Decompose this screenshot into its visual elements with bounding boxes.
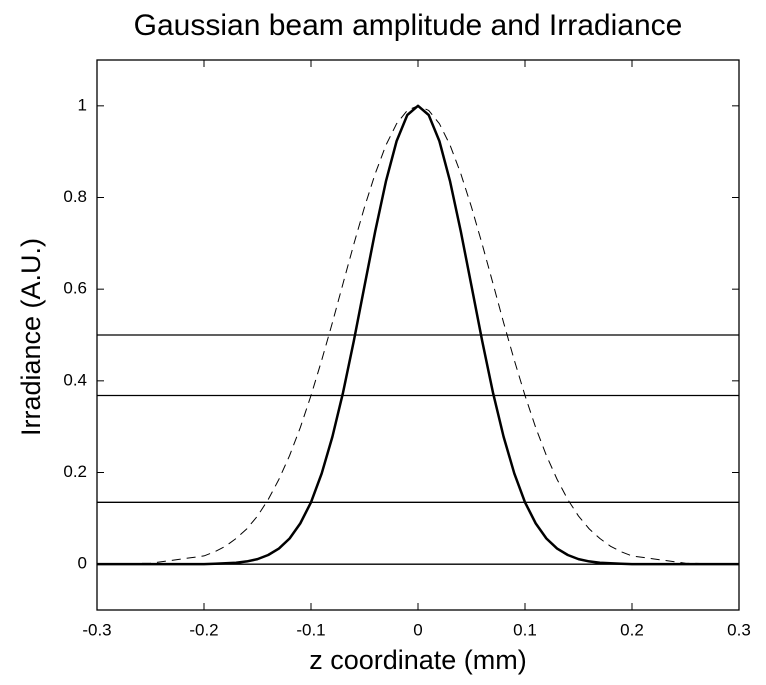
x-tick-label: 0.3 xyxy=(727,620,751,639)
x-tick-label: 0 xyxy=(413,620,422,639)
y-tick-label: 0.4 xyxy=(63,370,87,389)
y-axis-label: Irradiance (A.U.) xyxy=(16,238,46,436)
axes-box xyxy=(96,59,740,611)
x-tick-label: 0.2 xyxy=(620,620,644,639)
x-tick-label: -0.3 xyxy=(82,620,111,639)
y-tick-label: 0 xyxy=(78,554,87,573)
y-tick-label: 0.2 xyxy=(63,462,87,481)
x-axis-label: z coordinate (mm) xyxy=(309,645,527,675)
data-line xyxy=(96,105,740,565)
x-tick-label: -0.1 xyxy=(296,620,325,639)
x-tick-label: 0.1 xyxy=(513,620,537,639)
y-tick-label: 1 xyxy=(78,95,87,114)
y-tick-label: 0.8 xyxy=(63,187,87,206)
x-tick-label: -0.2 xyxy=(189,620,218,639)
y-tick-label: 0.6 xyxy=(63,279,87,298)
chart-title: Gaussian beam amplitude and Irradiance xyxy=(134,9,683,42)
